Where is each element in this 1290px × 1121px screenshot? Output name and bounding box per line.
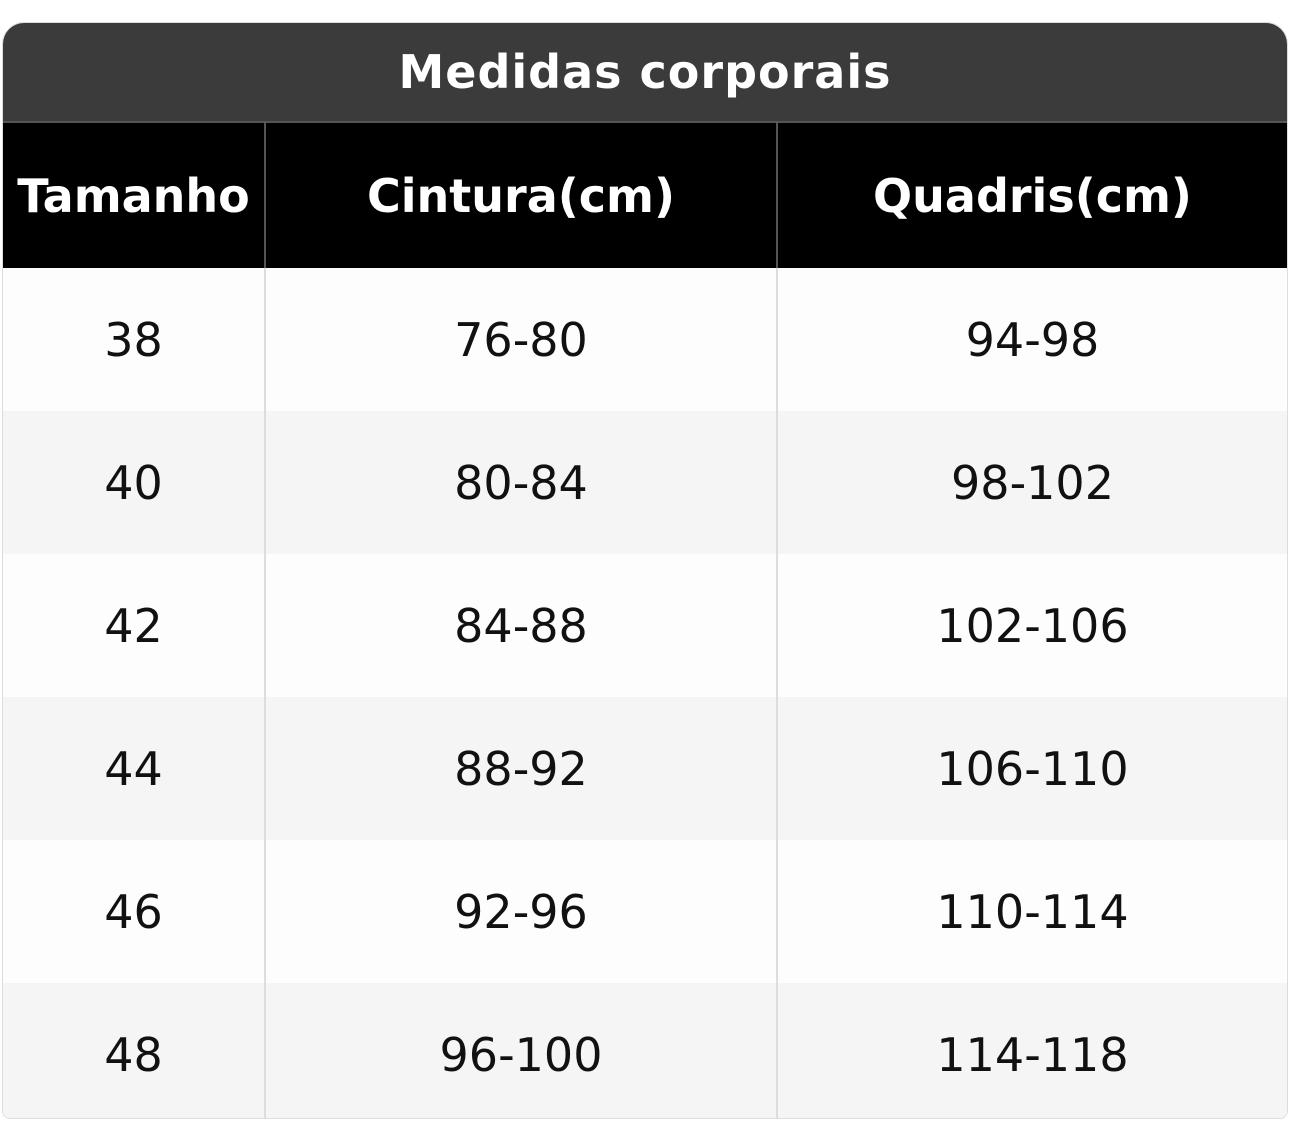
table-row: 44 88-92 106-110 (3, 697, 1287, 840)
table-cell: 44 (3, 697, 265, 840)
table-row: 38 76-80 94-98 (3, 268, 1287, 411)
table-title: Medidas corporais (3, 23, 1287, 121)
table-cell: 92-96 (264, 840, 777, 983)
table: Tamanho Cintura(cm) Quadris(cm) 38 76-80 94-… (3, 121, 1287, 1118)
size-table: Medidas corporais Tamanho Cintura(cm) Quad… (2, 22, 1288, 1119)
table-cell: 110-114 (776, 840, 1287, 983)
column-header: Tamanho (3, 121, 265, 268)
table-cell: 94-98 (776, 268, 1287, 411)
header-row: Tamanho Cintura(cm) Quadris(cm) (3, 121, 1287, 268)
table-cell: 84-88 (264, 554, 777, 697)
table-row: 46 92-96 110-114 (3, 840, 1287, 983)
table-cell: 106-110 (776, 697, 1287, 840)
table-cell: 40 (3, 411, 265, 554)
table-cell: 42 (3, 554, 265, 697)
table-cell: 114-118 (776, 983, 1287, 1118)
table-cell: 38 (3, 268, 265, 411)
column-header: Quadris(cm) (776, 121, 1287, 268)
table-cell: 48 (3, 983, 265, 1118)
table-cell: 96-100 (264, 983, 777, 1118)
table-cell: 80-84 (264, 411, 777, 554)
table-row: 42 84-88 102-106 (3, 554, 1287, 697)
table-row: 48 96-100 114-118 (3, 983, 1287, 1118)
table-cell: 102-106 (776, 554, 1287, 697)
table-body: 38 76-80 94-98 40 80-84 98-102 42 84-88 102-106 4… (3, 268, 1287, 1118)
table-cell: 88-92 (264, 697, 777, 840)
table-cell: 46 (3, 840, 265, 983)
table-cell: 98-102 (776, 411, 1287, 554)
table-row: 40 80-84 98-102 (3, 411, 1287, 554)
column-header: Cintura(cm) (264, 121, 777, 268)
table-cell: 76-80 (264, 268, 777, 411)
